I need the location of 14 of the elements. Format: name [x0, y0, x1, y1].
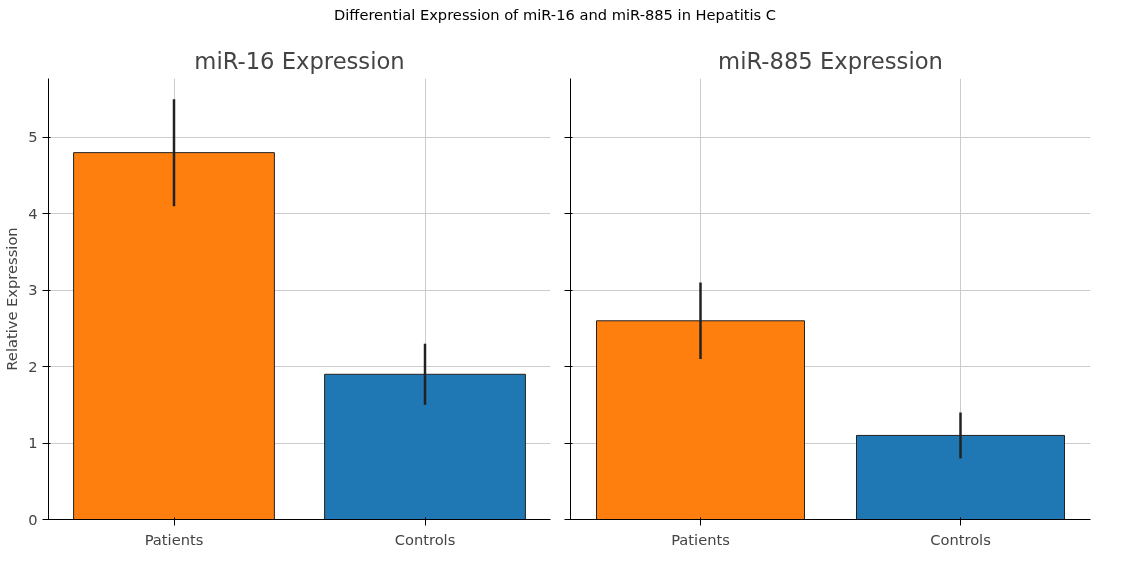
- text: Differential Expression of miR-16 and miR-885 in Hepatitis C: [333, 5, 777, 25]
- x-tick-label: Patients: [671, 530, 730, 548]
- chart-title: miR-885 Expression: [718, 47, 943, 74]
- x-tick-label: Patients: [144, 530, 204, 548]
- y-tick-label: 0: [28, 510, 38, 528]
- y-tick-label: 3: [28, 281, 38, 299]
- y-axis-title: Relative Expression: [3, 227, 21, 371]
- y-tick-label: 4: [28, 204, 38, 222]
- y-tick-label: 2: [28, 357, 38, 375]
- x-tick-label: Controls: [394, 530, 456, 548]
- x-tick-label: Controls: [930, 530, 991, 548]
- chart-title: miR-16 Expression: [194, 47, 405, 74]
- y-tick-label: 1: [28, 434, 38, 452]
- y-tick-label: 5: [28, 128, 38, 146]
